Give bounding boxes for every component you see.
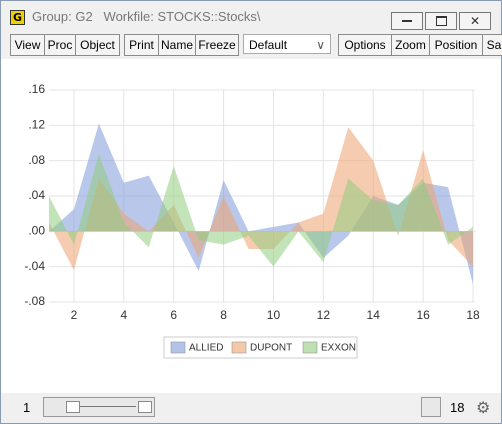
chart: -.08 -.04 .00 .04 .08 .12 .16 2 4 6 8 10 12 14 16 18 ALL… [1, 59, 501, 393]
toolbar-button[interactable]: Sa [482, 34, 502, 56]
toolbar-button[interactable]: Object [75, 34, 120, 56]
dropdown-arrow: ∨ [316, 38, 325, 52]
end-index: 18 [450, 400, 465, 415]
window-icon: G [10, 10, 25, 25]
x-tick-label: 10 [267, 308, 281, 322]
y-tick-label: .08 [28, 153, 45, 167]
toolbar-button[interactable]: Name [158, 34, 196, 56]
legend-swatch [302, 341, 318, 354]
x-tick-label: 8 [220, 308, 227, 322]
toolbar-button[interactable]: Proc [44, 34, 76, 56]
maximize-button[interactable] [425, 12, 457, 30]
range-button[interactable] [421, 397, 441, 417]
dropdown-text: Default [249, 38, 288, 52]
y-tick-label: -.08 [24, 294, 45, 308]
legend-label: ALLIED [189, 343, 223, 354]
start-index: 1 [23, 400, 31, 415]
toolbar-button[interactable]: Zoom [391, 34, 430, 56]
x-tick-label: 2 [71, 308, 78, 322]
x-tick-label: 4 [120, 308, 127, 322]
x-tick-label: 6 [170, 308, 177, 322]
toolbar-button[interactable]: Position [429, 34, 483, 56]
dropdown[interactable]: Default ∨ [243, 34, 331, 54]
y-tick-label: -.04 [24, 259, 45, 273]
area [49, 127, 473, 271]
toolbar-button[interactable]: Print [124, 34, 159, 56]
minimize-button[interactable] [391, 12, 423, 30]
y-tick-label: .16 [28, 82, 45, 96]
x-tick-label: 12 [317, 308, 331, 322]
legend-label: EXXON [321, 343, 356, 354]
y-tick-label: .04 [28, 188, 45, 202]
x-tick-label: 18 [466, 308, 480, 322]
settings-icon[interactable]: ⚙ [476, 400, 491, 417]
toolbar-button[interactable]: Options [338, 34, 392, 56]
legend-swatch [170, 341, 186, 354]
x-tick-label: 14 [367, 308, 381, 322]
x-tick-label: 16 [416, 308, 430, 322]
status-bar: 1 18 ⚙ [1, 393, 501, 423]
toolbar: Default ∨ View Proc Object Print Name Freeze Op… [1, 34, 502, 56]
legend-swatch [231, 341, 247, 354]
area [49, 153, 473, 267]
slider[interactable] [43, 397, 155, 417]
y-tick-label: .12 [28, 118, 45, 132]
title-bar: G Group: G2 Workfile: STOCKS::Stocks\ ✕ [1, 1, 501, 31]
close-button[interactable]: ✕ [459, 12, 491, 30]
legend-label: DUPONT [250, 343, 292, 354]
toolbar-button[interactable]: View [10, 34, 45, 56]
toolbar-button[interactable]: Freeze [195, 34, 239, 56]
y-tick-label: .00 [28, 224, 45, 238]
window-title: Group: G2 Workfile: STOCKS::Stocks\ [32, 9, 261, 24]
